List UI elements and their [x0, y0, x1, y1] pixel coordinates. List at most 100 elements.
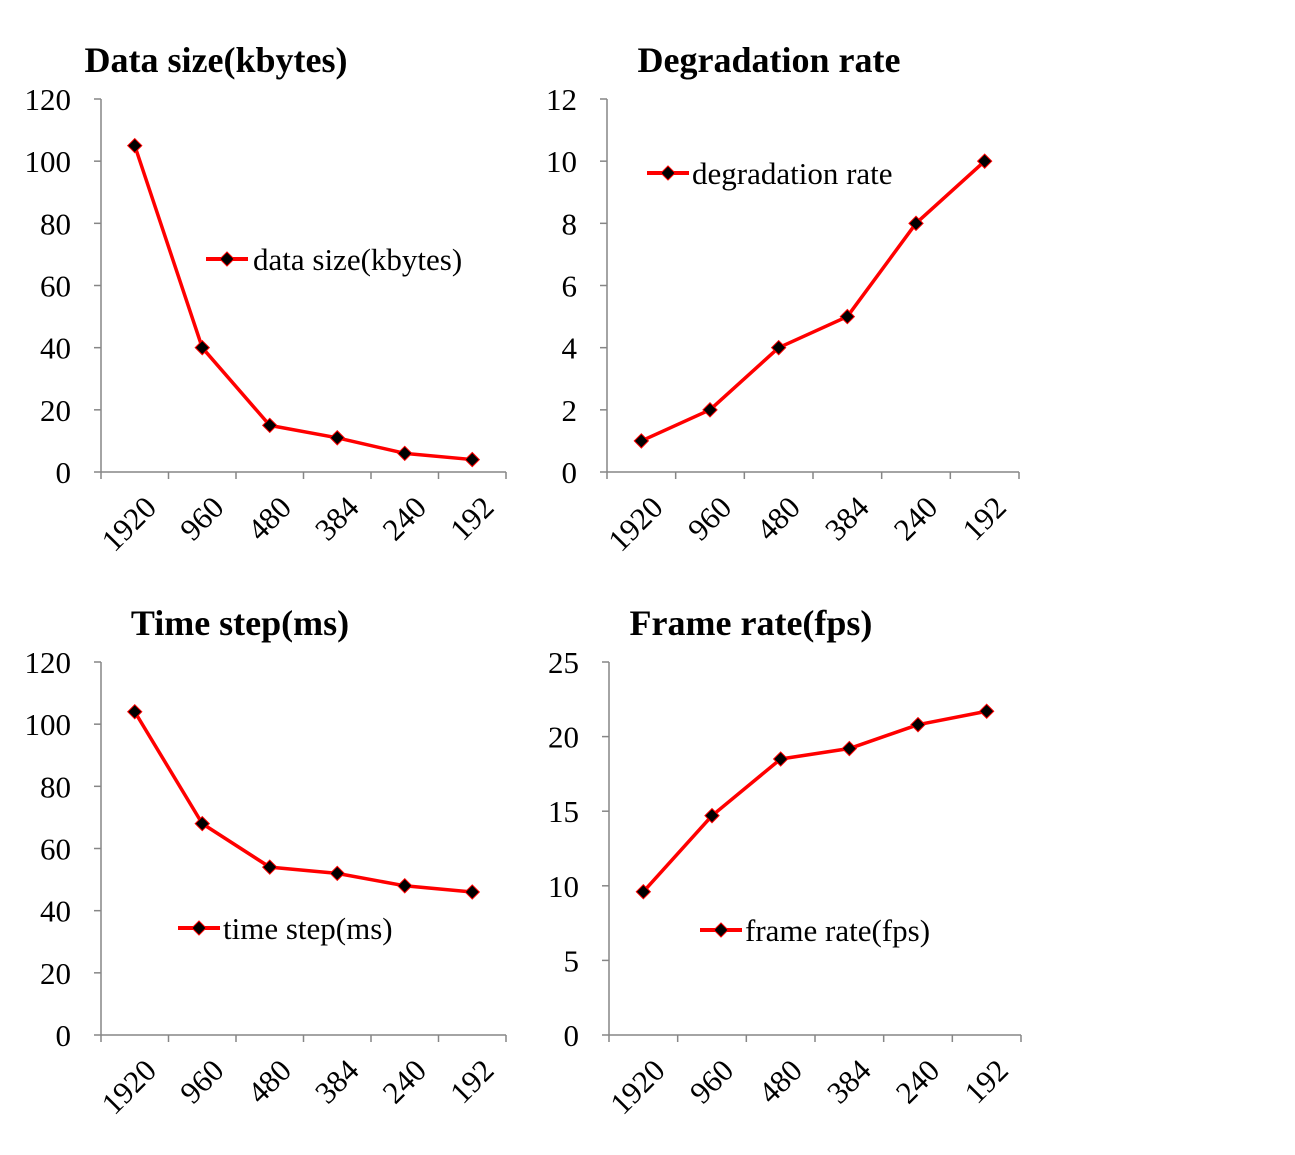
legend: frame rate(fps): [700, 913, 930, 948]
x-tick-label: 384: [308, 489, 366, 547]
chart-title: Time step(ms): [131, 603, 349, 643]
y-tick-label: 25: [548, 645, 579, 680]
data-point: [396, 445, 413, 462]
y-tick-label: 2: [562, 393, 578, 428]
x-tick-label: 480: [240, 1053, 298, 1111]
legend-label: time step(ms): [223, 911, 393, 946]
series: [126, 137, 481, 468]
x-tick-label: 480: [749, 490, 807, 548]
data-point: [261, 417, 278, 434]
legend: time step(ms): [178, 911, 393, 946]
chart-title: Degradation rate: [638, 40, 901, 80]
y-tick-label: 8: [562, 206, 578, 241]
data-point: [702, 402, 718, 418]
y-tick-label: 40: [40, 894, 71, 929]
series: [635, 703, 995, 900]
y-tick-label: 20: [548, 720, 579, 755]
legend: data size(kbytes): [206, 242, 462, 277]
x-ticks: 1920 960 480 384 240 192: [94, 1035, 507, 1122]
y-tick-label: 60: [40, 269, 71, 304]
y-tick-label: 40: [40, 331, 71, 366]
x-tick-label: 960: [173, 1053, 231, 1111]
y-tick-label: 0: [562, 455, 578, 490]
data-point: [772, 751, 789, 767]
data-point: [978, 703, 995, 720]
x-tick-label: 192: [443, 490, 501, 548]
x-ticks: 1920 960 480 384 240 192: [603, 1035, 1022, 1122]
legend: degradation rate: [647, 156, 893, 191]
x-tick-label: 240: [889, 1053, 947, 1111]
x-tick-label: 384: [308, 1052, 366, 1110]
y-ticks: 0 20 40 60 80 100 120: [25, 645, 101, 1053]
legend-marker: [191, 920, 207, 936]
y-tick-label: 120: [25, 645, 72, 680]
x-tick-label: 192: [957, 1053, 1015, 1111]
y-tick-label: 120: [25, 82, 72, 117]
x-tick-label: 1920: [601, 490, 670, 559]
y-tick-label: 100: [25, 707, 72, 742]
legend-marker: [713, 922, 729, 938]
series-line: [640, 159, 986, 443]
x-tick-label: 480: [751, 1053, 809, 1111]
y-tick-label: 10: [548, 869, 579, 904]
data-point: [126, 703, 143, 720]
data-point: [633, 433, 650, 449]
chart-time-step: Time step(ms) 0 20 40 60 80 100 120 1920 960 480…: [25, 603, 507, 1121]
chart-frame-rate: Frame rate(fps) 0 5 10 15 20 25 1920 960 480 384…: [548, 603, 1022, 1122]
data-point: [194, 339, 211, 356]
legend-label: frame rate(fps): [745, 913, 930, 948]
chart-data-size: Data size(kbytes) 0 20 40 60 80 100 120 1920 96…: [25, 40, 507, 558]
data-point: [194, 815, 211, 832]
y-tick-label: 15: [548, 794, 579, 829]
x-tick-label: 1920: [94, 1053, 163, 1122]
series-line: [133, 145, 473, 462]
y-tick-label: 5: [564, 943, 580, 978]
x-ticks: 1920 960 480 384 240 192: [94, 472, 507, 559]
series-line: [133, 710, 473, 894]
data-point: [839, 308, 856, 325]
x-tick-label: 1920: [603, 1053, 672, 1122]
data-point: [396, 878, 413, 894]
legend-label: degradation rate: [692, 156, 893, 191]
data-point: [329, 430, 346, 446]
x-tick-label: 192: [955, 490, 1013, 548]
data-point: [126, 137, 143, 154]
y-tick-label: 6: [562, 269, 578, 304]
data-point: [635, 883, 652, 900]
x-ticks: 1920 960 480 384 240 192: [601, 472, 1020, 559]
data-point: [329, 865, 346, 882]
y-tick-label: 80: [40, 206, 71, 241]
y-ticks: 0 5 10 15 20 25: [548, 645, 609, 1053]
data-point: [976, 153, 993, 169]
x-tick-label: 384: [818, 489, 876, 547]
data-point: [261, 859, 278, 875]
y-tick-label: 80: [40, 769, 71, 804]
x-tick-label: 192: [443, 1053, 501, 1111]
y-tick-label: 4: [562, 331, 578, 366]
x-tick-label: 1920: [94, 490, 163, 559]
chart-title: Frame rate(fps): [630, 603, 873, 643]
x-tick-label: 960: [683, 1053, 741, 1111]
y-tick-label: 20: [40, 393, 71, 428]
x-tick-label: 480: [240, 490, 298, 548]
legend-marker: [660, 165, 676, 181]
x-tick-label: 960: [173, 490, 231, 548]
x-tick-label: 384: [820, 1052, 878, 1110]
chart-title: Data size(kbytes): [85, 40, 348, 80]
y-tick-label: 100: [25, 144, 72, 179]
series: [633, 153, 993, 449]
y-tick-label: 0: [56, 1018, 72, 1053]
y-ticks: 0 20 40 60 80 100 120: [25, 82, 101, 490]
legend-marker: [219, 251, 235, 267]
data-point: [464, 451, 481, 468]
y-tick-label: 12: [546, 82, 577, 117]
chart-degradation-rate: Degradation rate 0 2 4 6 8 10 12 1920 960 480 384…: [546, 40, 1020, 559]
x-tick-label: 960: [681, 490, 739, 548]
y-tick-label: 0: [564, 1018, 580, 1053]
series: [126, 703, 481, 900]
data-point: [908, 215, 924, 232]
y-ticks: 0 2 4 6 8 10 12: [546, 82, 607, 490]
data-point: [770, 339, 787, 356]
y-tick-label: 60: [40, 832, 71, 867]
